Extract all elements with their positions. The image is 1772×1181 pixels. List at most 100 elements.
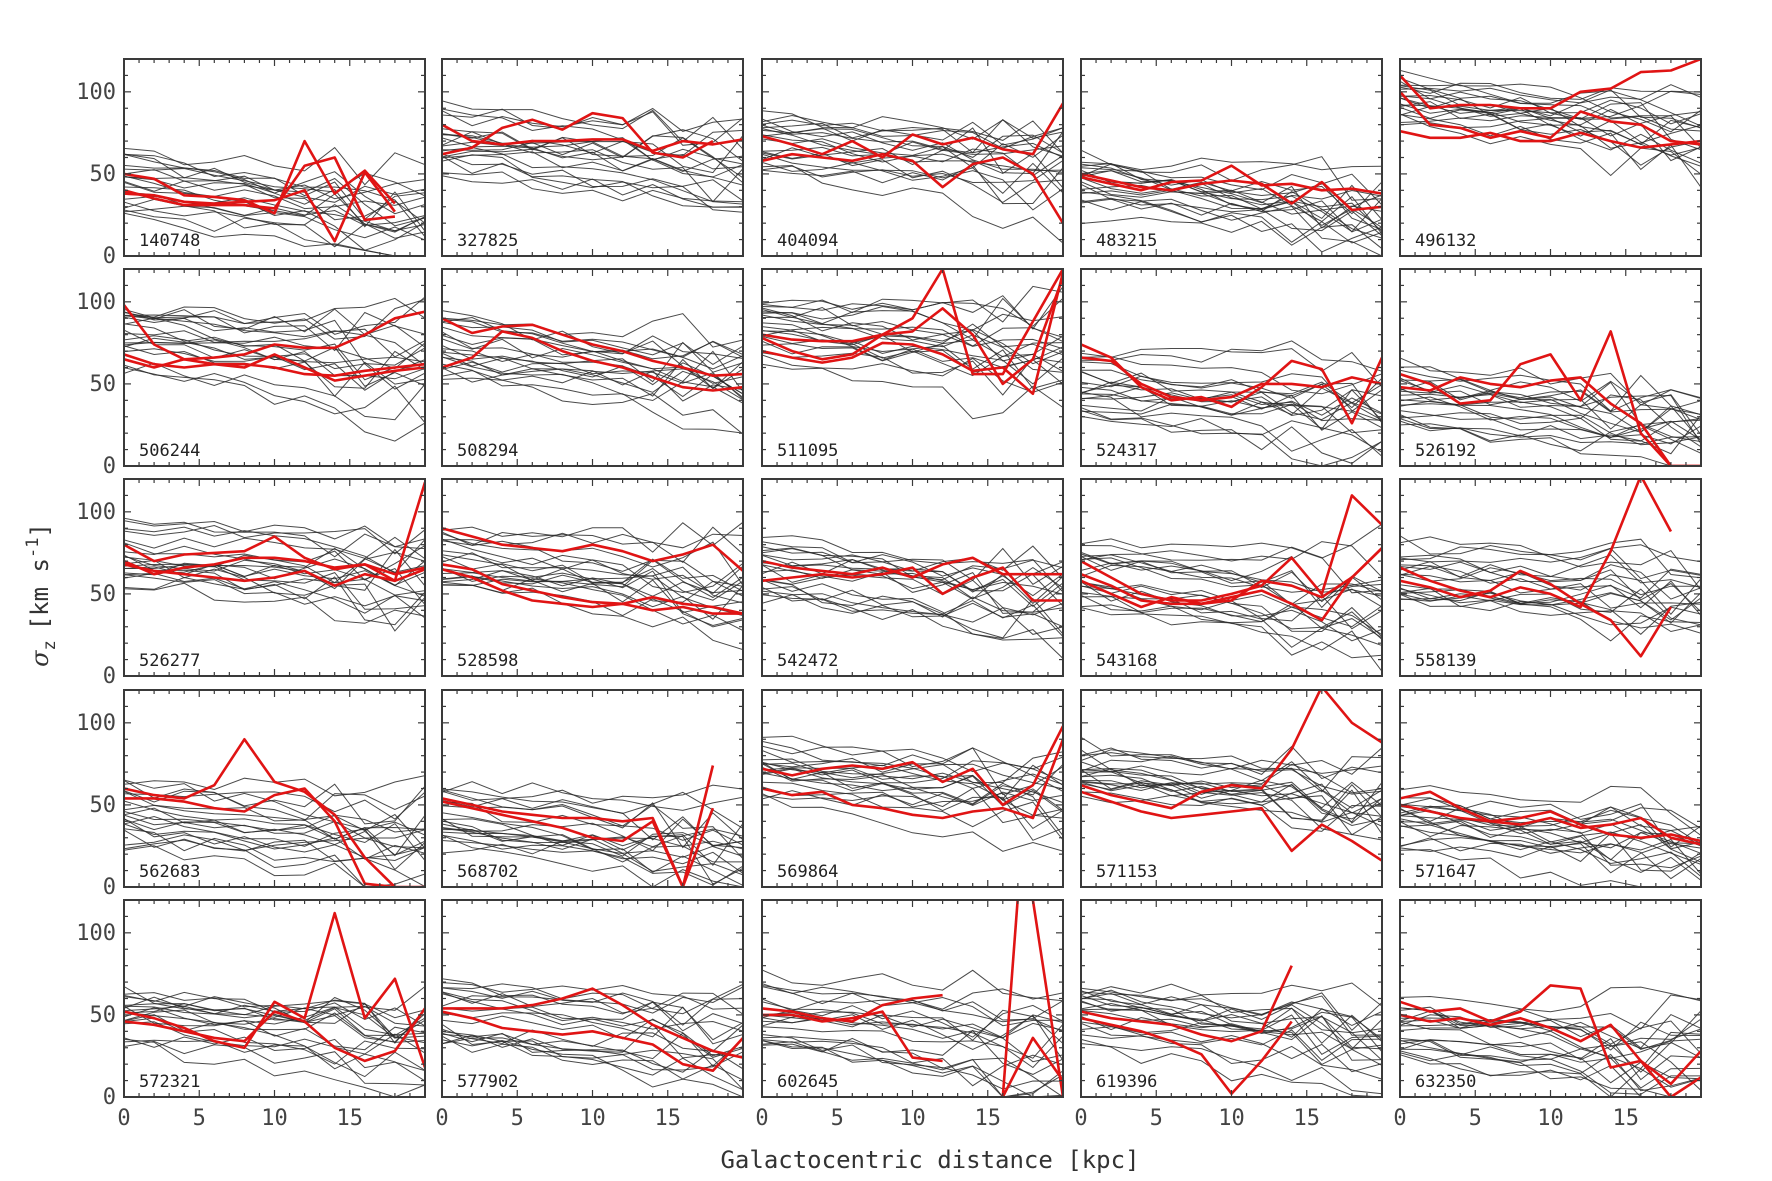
background-series-line [124, 996, 425, 1044]
panel-id-label: 511095 [777, 441, 838, 461]
x-tick-label: 15 [655, 1106, 682, 1131]
x-tick-label: 15 [975, 1106, 1002, 1131]
highlight-series-line [124, 171, 396, 243]
background-series-line [1081, 191, 1382, 239]
background-series-line [1400, 381, 1701, 445]
x-axis-label: Galactocentric distance [kpc] [720, 1146, 1139, 1174]
highlight-series-line [1001, 1036, 1063, 1097]
background-series-line [124, 524, 425, 555]
background-series-line [442, 781, 743, 811]
panel-140748: 0 50 100 140748 [76, 58, 426, 269]
highlight-series-line [1400, 803, 1701, 843]
panel-id-label: 572321 [139, 1072, 200, 1092]
background-series-line [442, 789, 743, 860]
background-series-line [1081, 987, 1382, 1034]
highlight-series-line [1081, 690, 1382, 810]
x-tick-label: 0 [435, 1106, 448, 1131]
panel-511095: 511095 [761, 268, 1064, 467]
highlight-series-line [124, 787, 396, 887]
highlight-series-line [1400, 90, 1701, 146]
background-series-line [1400, 377, 1701, 430]
background-series-line [762, 546, 1063, 592]
background-series-line [442, 1006, 743, 1045]
background-series-line [124, 164, 425, 215]
background-series-line [762, 747, 1063, 792]
y-tick-label: 0 [103, 1085, 116, 1110]
highlight-series-line [124, 737, 425, 887]
background-series-line [1400, 1041, 1701, 1073]
background-series-line [762, 745, 1063, 773]
background-series-line [1081, 1034, 1382, 1080]
highlight-series-line [1081, 547, 1382, 606]
panel-ticks [123, 899, 426, 1098]
background-series-line [1081, 604, 1382, 672]
background-series-line [762, 547, 1063, 585]
background-series-line [1081, 391, 1382, 457]
background-series-line [124, 1011, 425, 1043]
panel-plot-area [442, 100, 743, 213]
background-series-line [1081, 545, 1382, 594]
background-series-line [124, 779, 425, 849]
background-series-line [762, 1012, 1063, 1061]
background-series-line [124, 317, 425, 381]
background-series-line [442, 788, 743, 857]
background-series-line [1081, 389, 1382, 430]
panel-ticks [761, 689, 1064, 888]
background-series-line [124, 297, 425, 325]
background-series-line [762, 354, 1063, 393]
background-series-line [1400, 986, 1701, 1013]
panel-plot-area [1400, 479, 1701, 658]
background-series-line [762, 314, 1063, 365]
background-series-line [1081, 173, 1382, 206]
background-series-line [1081, 783, 1382, 824]
y-tick-label: 50 [90, 582, 117, 607]
panel-571647: 571647 [1399, 689, 1702, 888]
y-tick-label: 0 [103, 875, 116, 900]
y-tick-label: 50 [90, 1003, 117, 1028]
highlight-series-line [762, 556, 1063, 579]
background-series-line [1081, 216, 1382, 250]
panel-id-label: 506244 [139, 441, 200, 461]
panel-id-label: 571153 [1096, 862, 1157, 882]
y-tick-label: 0 [103, 454, 116, 479]
background-series-line [762, 160, 1063, 184]
background-series-line [124, 1040, 425, 1086]
background-series-line [442, 993, 743, 1057]
panel-id-label: 558139 [1415, 651, 1476, 671]
background-series-line [762, 297, 1063, 327]
panel-569864: 569864 [761, 689, 1064, 888]
highlight-series-line [1031, 900, 1063, 1097]
background-series-line [124, 311, 425, 366]
background-series-line [762, 767, 1063, 789]
panel-plot-area [1400, 785, 1701, 887]
background-series-line [762, 326, 1063, 358]
y-axis-subscript: z [40, 640, 60, 650]
background-series-line [1081, 407, 1382, 466]
background-series-line [762, 988, 1063, 1012]
background-series-line [1081, 197, 1382, 237]
background-series-line [762, 564, 1063, 616]
panel-plot-area [1081, 494, 1382, 672]
background-series-line [124, 1000, 425, 1019]
background-series-line [1400, 394, 1701, 448]
panel-plot-area [442, 978, 743, 1097]
background-series-line [762, 763, 1063, 796]
background-series-line [124, 992, 425, 1044]
background-series-line [1400, 536, 1701, 591]
background-series-line [124, 209, 425, 248]
panel-id-label: 577902 [457, 1072, 518, 1092]
panel-frame [123, 689, 426, 888]
background-series-line [1081, 756, 1382, 793]
panel-id-label: 528598 [457, 651, 518, 671]
background-series-line [442, 978, 743, 1032]
background-series-line [442, 151, 743, 186]
panel-ticks [1080, 899, 1383, 1098]
background-series-line [442, 363, 743, 434]
panel-frame [1399, 478, 1702, 677]
background-series-line [442, 310, 743, 390]
background-series-line [1081, 555, 1382, 596]
highlight-series-line [762, 102, 1063, 159]
background-series-line [124, 1017, 425, 1065]
highlight-series-line [442, 330, 743, 392]
background-series-line [442, 987, 743, 1026]
